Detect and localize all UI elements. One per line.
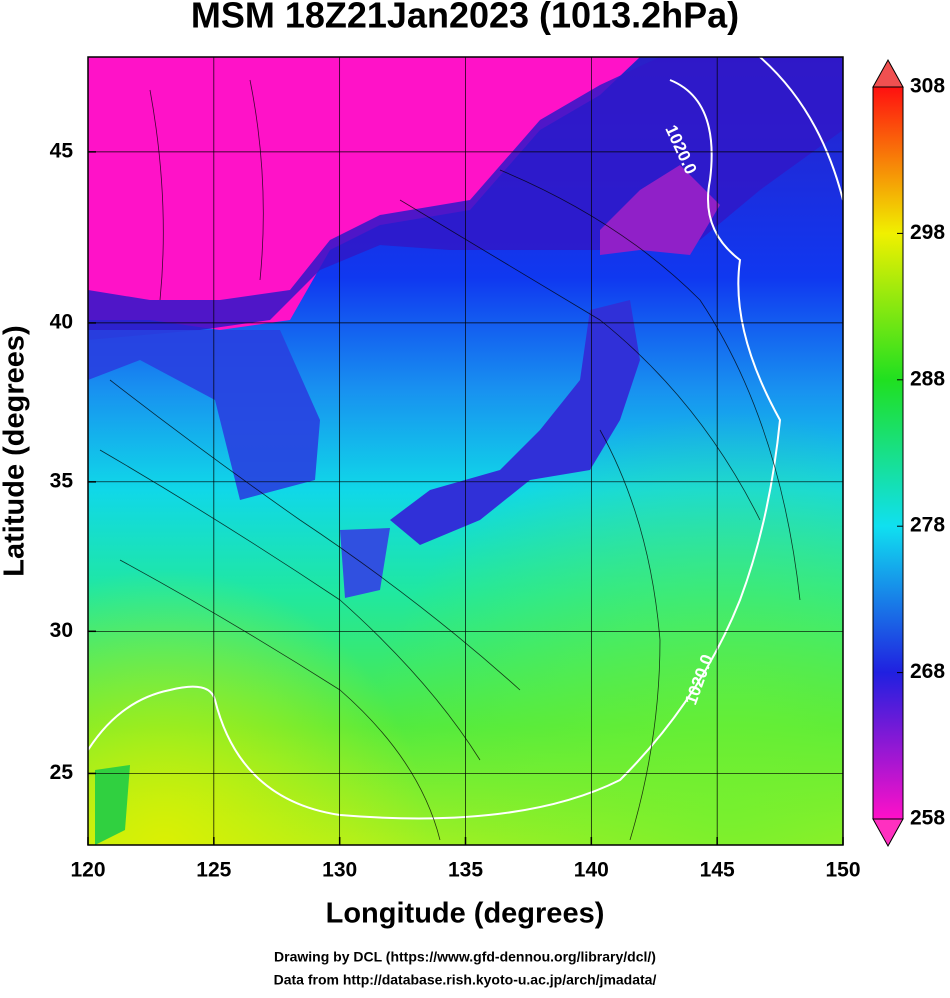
y-tick-label: 35 (50, 469, 74, 492)
y-tick-label: 30 (50, 619, 73, 642)
x-tick-label: 120 (70, 859, 105, 882)
x-tick-label: 130 (322, 859, 357, 882)
colorbar-arrow-bottom (872, 818, 904, 848)
chart-title: MSM 18Z21Jan2023 (1013.2hPa) (191, 0, 739, 36)
colorbar (872, 86, 904, 820)
footer: Drawing by DCL (https://www.gfd-dennou.o… (274, 949, 656, 965)
x-tick-label: 150 (825, 859, 860, 882)
x-tick-label: 140 (574, 859, 609, 882)
y-tick-label: 45 (50, 139, 74, 162)
x-tick-label: 135 (448, 859, 483, 882)
colorbar-arrow-top (872, 58, 904, 88)
colorbar-tick-label: 278 (910, 514, 945, 537)
x-tick-label: 125 (196, 859, 231, 882)
colorbar-tick-label: 258 (910, 807, 945, 830)
colorbar-tick-label: 298 (910, 221, 945, 244)
colorbar-tick-label: 308 (910, 75, 945, 98)
x-tick-label: 145 (700, 859, 735, 882)
x-axis-label: Longitude (degrees) (326, 898, 605, 930)
y-axis-label: Latitude (degrees) (0, 325, 31, 576)
footer: Data from http://database.rish.kyoto-u.a… (274, 972, 657, 988)
y-tick-label: 25 (50, 761, 74, 784)
y-tick-label: 40 (50, 310, 73, 333)
colorbar-tick-label: 288 (910, 367, 945, 390)
colorbar-tick-label: 268 (910, 660, 945, 683)
